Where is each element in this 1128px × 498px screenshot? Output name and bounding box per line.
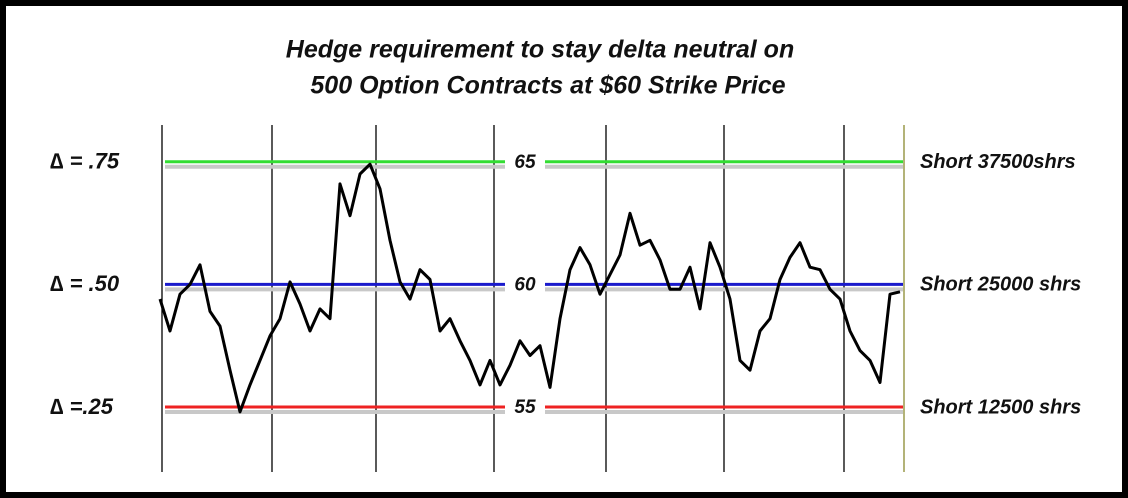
hedge-label: Short 12500 shrs [920,396,1081,418]
delta-label: ∆ = .75 [50,149,120,174]
y-tick-label: 60 [514,274,536,295]
chart-title: Hedge requirement to stay delta neutral … [286,36,794,64]
delta-label: ∆ = .50 [50,271,120,296]
y-tick-label: 65 [514,152,536,173]
delta-label: ∆ =.25 [50,394,114,419]
hedge-label: Short 37500shrs [920,151,1076,173]
price-line [158,162,901,414]
y-tick-label: 55 [514,397,536,418]
hedge-label: Short 25000 shrs [920,274,1081,296]
vertical-lines [161,125,905,472]
chart-title: 500 Option Contracts at $60 Strike Price [310,72,785,100]
